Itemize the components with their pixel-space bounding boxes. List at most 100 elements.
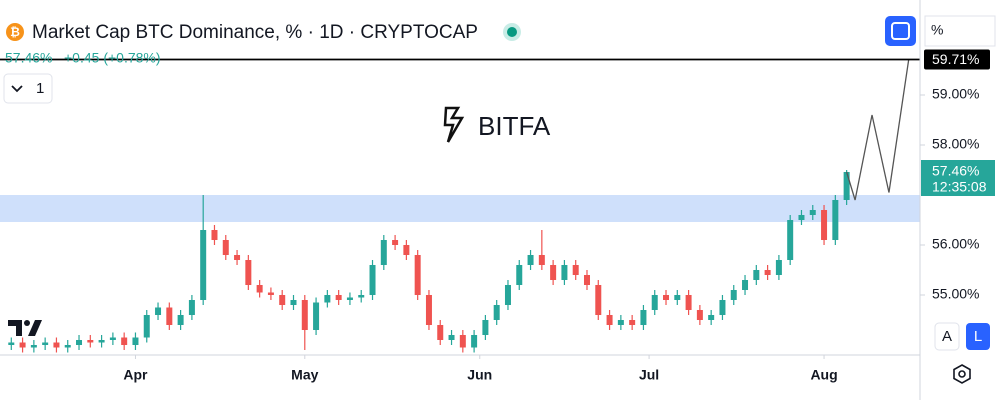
symbol-title: Market Cap BTC Dominance, % · 1D · CRYPT… <box>32 22 478 43</box>
settings-icon-center <box>958 370 966 378</box>
candle-body <box>256 285 263 293</box>
candle-body <box>504 285 511 305</box>
candle-body <box>730 290 737 300</box>
log-scale-button[interactable] <box>966 323 990 350</box>
candle-body <box>493 305 500 320</box>
candle-body <box>109 337 116 340</box>
candle-body <box>155 307 162 315</box>
candle-body <box>245 260 252 285</box>
candle-body <box>448 335 455 340</box>
candle-body <box>358 295 365 298</box>
scale-unit: % <box>931 22 943 38</box>
candle-body <box>764 270 771 275</box>
candle-body <box>595 285 602 315</box>
candle-body <box>809 210 816 215</box>
candle-body <box>663 295 670 300</box>
candle-body <box>132 337 139 345</box>
candle-body <box>19 342 26 348</box>
candle-body <box>696 310 703 320</box>
legend-price: 57.46% <box>5 50 52 66</box>
candle-body <box>572 265 579 275</box>
candle-body <box>459 335 466 348</box>
watermark: BITFA <box>478 111 551 141</box>
x-tick-label: May <box>291 367 318 383</box>
candle-body <box>369 265 376 295</box>
candle-body <box>121 337 128 345</box>
candle-body <box>516 265 523 285</box>
plot-area <box>0 58 920 353</box>
candle-body <box>98 340 105 343</box>
candle-body <box>775 260 782 275</box>
candle-body <box>753 270 760 280</box>
indicator-count: 1 <box>36 80 44 97</box>
fullscreen-button[interactable] <box>885 16 916 46</box>
candle-body <box>561 265 568 280</box>
candle-body <box>787 220 794 260</box>
candle-body <box>674 295 681 300</box>
candle-body <box>640 310 647 325</box>
candle-body <box>708 315 715 320</box>
candle-body <box>471 335 478 348</box>
auto-scale-label: A <box>942 328 952 345</box>
candle-body <box>8 342 15 345</box>
candle-body <box>527 255 534 265</box>
candle-body <box>821 210 828 240</box>
candle-body <box>234 255 241 260</box>
candle-body <box>335 295 342 300</box>
candle-body <box>617 320 624 325</box>
candle-body <box>629 320 636 325</box>
x-tick-label: Jun <box>467 367 492 383</box>
candle-body <box>279 295 286 305</box>
candle-body <box>606 315 613 325</box>
watermark-logo <box>443 106 465 143</box>
candle-body <box>53 342 60 348</box>
candle-body <box>742 280 749 290</box>
candle-body <box>392 240 399 245</box>
candle-body <box>798 215 805 220</box>
market-status-dot <box>507 27 517 37</box>
candle-body <box>414 255 421 295</box>
y-tick-label: 56.00% <box>932 236 979 252</box>
candle-body <box>42 342 49 345</box>
candle-body <box>211 230 218 240</box>
bitcoin-icon <box>6 23 24 41</box>
candle-body <box>651 295 658 310</box>
candle-body <box>64 345 71 348</box>
tv-logo <box>8 320 42 336</box>
candle-body <box>267 292 274 295</box>
log-scale-label: L <box>974 328 982 345</box>
y-tick-label: 59.00% <box>932 86 979 102</box>
last-price-box <box>921 160 995 196</box>
candle-body <box>832 200 839 240</box>
legend-change: +0.45 (+0.78%) <box>64 50 161 66</box>
candle-body <box>843 172 850 200</box>
candle-body <box>290 300 297 305</box>
x-tick-label: Aug <box>810 367 837 383</box>
settings-icon[interactable] <box>953 364 971 384</box>
zone <box>0 195 920 222</box>
chevron <box>11 85 23 93</box>
x-tick-label: Jul <box>639 367 659 383</box>
candle-body <box>550 265 557 280</box>
candle-body <box>538 255 545 265</box>
candle-body <box>222 240 229 255</box>
candle-body <box>166 307 173 325</box>
candle-body <box>425 295 432 325</box>
candle-body <box>346 297 353 300</box>
candle-body <box>482 320 489 335</box>
candle-body <box>188 300 195 315</box>
tv-logo-dot <box>24 320 30 326</box>
scale-unit-box[interactable] <box>924 15 996 47</box>
candle-body <box>143 315 150 338</box>
projection-line <box>846 59 910 201</box>
auto-scale-button[interactable] <box>934 322 960 351</box>
last-price-label: 57.46% <box>932 163 979 179</box>
candle-body <box>30 345 37 348</box>
target-label: 59.71% <box>932 51 979 67</box>
candle-body <box>380 240 387 265</box>
candle-body <box>685 295 692 310</box>
x-tick-label: Apr <box>123 367 148 383</box>
indicators-toggle[interactable] <box>3 73 53 104</box>
y-tick-label: 58.00% <box>932 136 979 152</box>
